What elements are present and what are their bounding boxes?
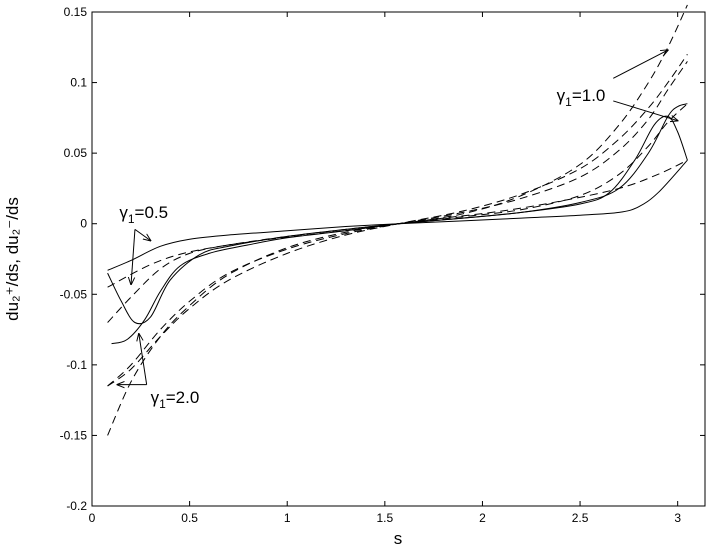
y-tick-label: 0.05 <box>64 146 88 160</box>
x-tick-label: 2 <box>479 511 486 525</box>
y-tick-label: 0 <box>80 217 87 231</box>
y-tick-label: -0.15 <box>60 428 88 442</box>
y-tick-label: -0.2 <box>66 499 87 513</box>
annotation-arrow <box>613 100 677 121</box>
y-axis-label: du₂⁺/ds, du₂⁻/ds <box>3 197 22 321</box>
series-line-8 <box>107 4 688 436</box>
y-tick-label: -0.1 <box>66 358 87 372</box>
series-line-2 <box>107 115 688 325</box>
x-tick-label: 3 <box>674 511 681 525</box>
axis-ticks: 0 0.5 1 1.5 2 2.5 3 -0.2 -0.15 -0.1 -0.05 0 0.05 0.1 0… <box>60 5 705 525</box>
x-tick-label: 1 <box>284 511 291 525</box>
y-tick-label: 0.15 <box>64 5 88 19</box>
series-line-1 <box>107 159 688 271</box>
x-tick-label: 0 <box>89 511 96 525</box>
annotation-arrow <box>613 50 668 79</box>
x-axis-label: s <box>394 529 403 548</box>
annotation-arrow <box>139 334 148 385</box>
x-tick-label: 1.5 <box>376 511 393 525</box>
annotation-gamma-1.0: γ1=1.0 <box>557 86 606 109</box>
annotation-gamma-2.0: γ1=2.0 <box>151 388 200 411</box>
series-curves <box>107 4 688 436</box>
x-tick-label: 0.5 <box>181 511 198 525</box>
annotation-arrow <box>134 228 151 240</box>
y-tick-label: -0.05 <box>60 287 88 301</box>
y-tick-label: 0.1 <box>70 76 87 90</box>
x-tick-label: 2.5 <box>572 511 589 525</box>
plot-frame <box>91 11 706 507</box>
annotation-arrow <box>131 229 136 284</box>
annotations: γ1=1.0 γ1=0.5 γ1=2.0 <box>117 50 677 411</box>
series-line-5 <box>107 103 688 323</box>
annotation-gamma-0.5: γ1=0.5 <box>119 203 168 226</box>
